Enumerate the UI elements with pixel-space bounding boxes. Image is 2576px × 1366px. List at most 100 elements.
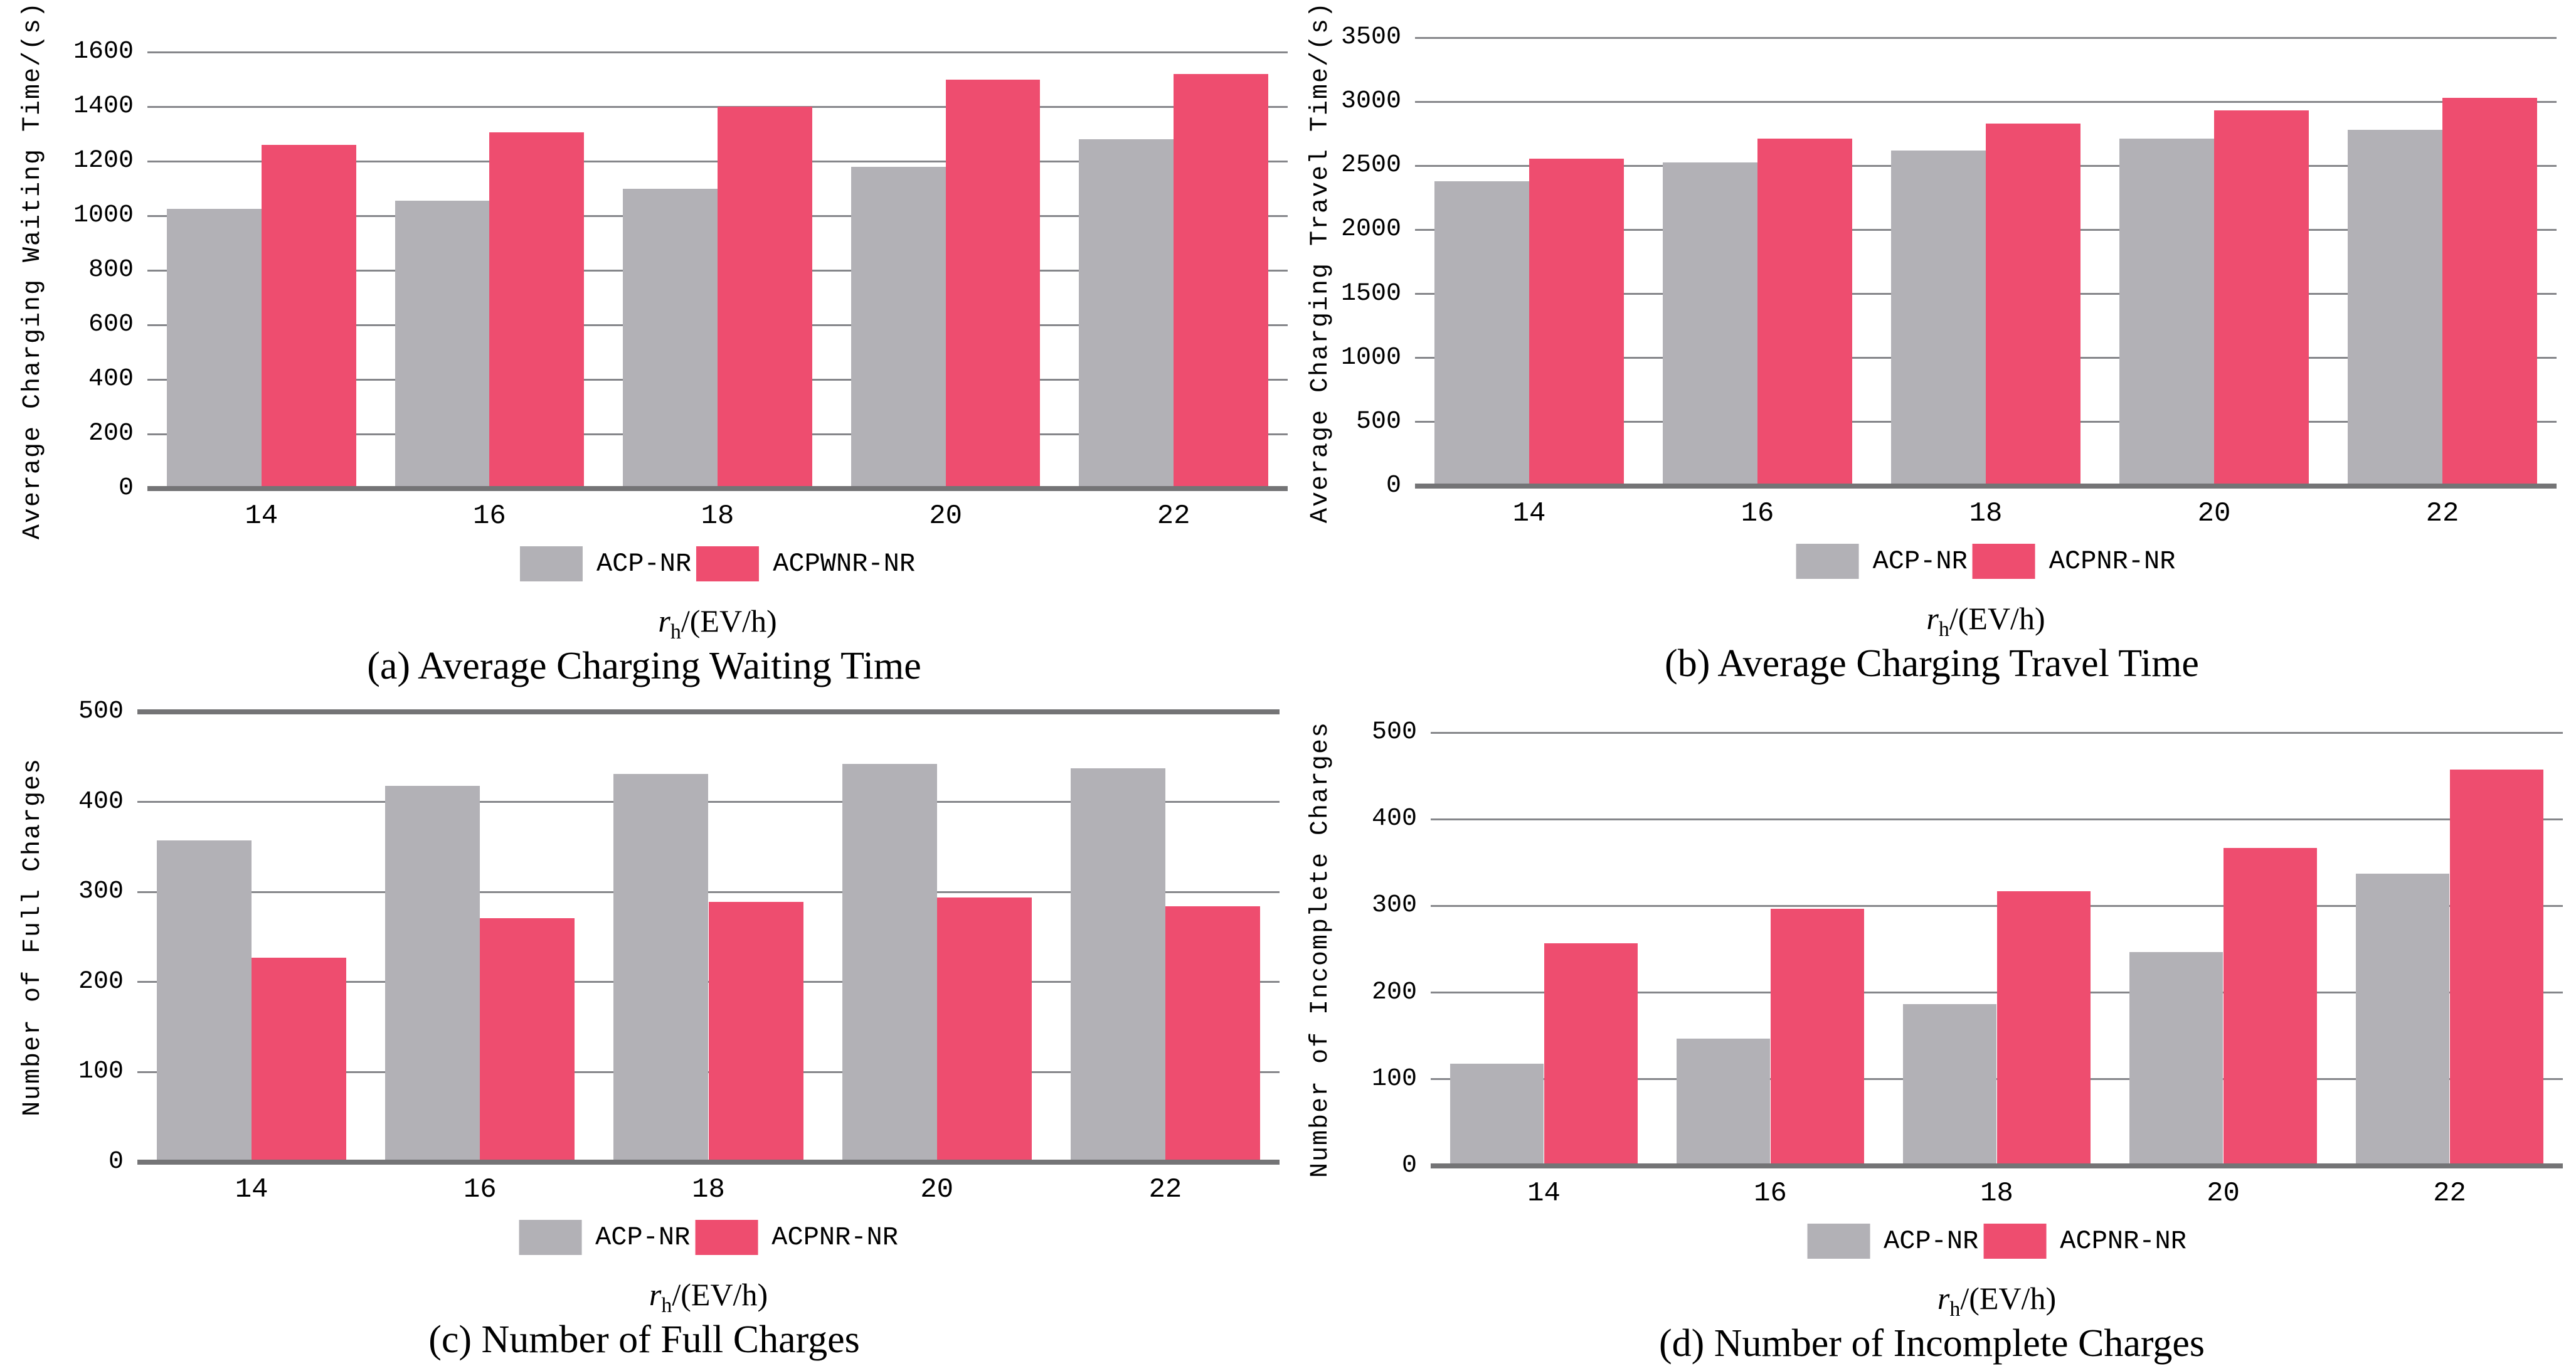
series2-color-swatch-icon xyxy=(1972,544,2035,579)
bar-acp-nr-x16 xyxy=(395,201,490,489)
y-tick-label: 1000 xyxy=(1340,343,1401,372)
legend: ACP-NR ACPWNR-NR xyxy=(519,546,915,581)
x-axis-line xyxy=(147,486,1288,491)
bar-acp-nr-x16 xyxy=(385,785,480,1162)
x-axis-label: rh/(EV/h) xyxy=(658,603,777,643)
y-tick-label: 1000 xyxy=(73,201,134,230)
x-tick-label: 18 xyxy=(1969,498,2003,529)
x-tick-label: 16 xyxy=(463,1174,497,1205)
y-tick-label: 1600 xyxy=(73,38,134,66)
y-tick-label: 100 xyxy=(1371,1064,1417,1093)
x-tick-label: 14 xyxy=(1512,498,1546,529)
bar-acpnr-nr-x18 xyxy=(708,901,803,1162)
bar-acpnr-nr-x16 xyxy=(1770,908,1865,1166)
y-tick-label: 2500 xyxy=(1340,151,1401,180)
bar-acpnr-nr-x22 xyxy=(2442,98,2538,486)
x-tick-label: 14 xyxy=(235,1174,268,1205)
bar-acp-nr-x22 xyxy=(1070,768,1165,1162)
y-tick-label: 500 xyxy=(1355,407,1401,436)
gridline xyxy=(1415,36,2557,39)
legend-label-series1: ACP-NR xyxy=(1884,1226,1979,1256)
legend-item-series1: ACP-NR xyxy=(519,546,692,581)
y-tick-label: 200 xyxy=(78,967,124,996)
bar-acp-nr-x14 xyxy=(156,840,252,1162)
y-tick-label: 400 xyxy=(88,365,134,393)
y-tick-label: 3000 xyxy=(1340,87,1401,116)
legend-label-series1: ACP-NR xyxy=(596,549,692,579)
chart-caption: (a) Average Charging Waiting Time xyxy=(367,645,921,687)
bar-acpnr-nr-x20 xyxy=(2223,847,2318,1166)
x-tick-label: 14 xyxy=(1527,1178,1561,1209)
y-tick-label: 300 xyxy=(78,877,124,906)
x-tick-label: 18 xyxy=(1980,1178,2013,1209)
legend-item-series1: ACP-NR xyxy=(1796,544,1968,579)
bar-acp-nr-x14 xyxy=(1434,181,1529,486)
gridline xyxy=(1431,818,2563,820)
legend-label-series1: ACP-NR xyxy=(1872,546,1968,576)
x-tick-label: 22 xyxy=(2425,498,2459,529)
gridline xyxy=(137,709,1280,714)
x-tick-label: 16 xyxy=(1754,1178,1787,1209)
bar-acp-nr-x20 xyxy=(2129,951,2224,1166)
bar-acp-nr-x22 xyxy=(2355,874,2450,1166)
gridline xyxy=(137,801,1280,803)
chart-panel-d: Number of Incomplete Charges ACP-NR ACPN… xyxy=(1288,676,2575,1365)
legend: ACP-NR ACPNR-NR xyxy=(1796,544,2175,579)
chart-panel-b: Average Charging Travel Time/(s) ACP-NR … xyxy=(1288,0,2575,685)
y-tick-label: 300 xyxy=(1371,891,1417,920)
bar-acpnr-nr-x22 xyxy=(1165,906,1261,1162)
chart-panel-a: Average Charging Waiting Time/(s) ACP-NR… xyxy=(0,0,1288,687)
bar-acpnr-nr-x14 xyxy=(252,958,347,1162)
legend-item-series2: ACPNR-NR xyxy=(1983,1224,2186,1259)
y-tick-label: 200 xyxy=(1371,978,1417,1007)
bar-acpwnr-nr-x14 xyxy=(261,144,356,489)
y-tick-label: 0 xyxy=(108,1148,124,1176)
x-tick-label: 14 xyxy=(245,500,278,532)
y-tick-label: 1200 xyxy=(73,147,134,175)
bar-acpnr-nr-x20 xyxy=(2214,110,2309,486)
legend-item-series1: ACP-NR xyxy=(1807,1224,1978,1259)
bar-acp-nr-x20 xyxy=(851,166,946,489)
bar-acp-nr-x18 xyxy=(613,774,709,1162)
bar-acpnr-nr-x16 xyxy=(480,918,575,1162)
series1-color-swatch-icon xyxy=(519,546,583,581)
chart-caption: (d) Number of Incomplete Charges xyxy=(1658,1322,2205,1365)
y-axis-label: Average Charging Travel Time/(s) xyxy=(1307,1,1335,523)
y-tick-label: 600 xyxy=(88,310,134,339)
series1-color-swatch-icon xyxy=(1796,544,1859,579)
bar-acp-nr-x16 xyxy=(1676,1038,1771,1166)
bar-acpnr-nr-x18 xyxy=(1996,891,2091,1166)
x-axis-label: rh/(EV/h) xyxy=(649,1277,768,1317)
bar-acp-nr-x18 xyxy=(1902,1003,1997,1166)
x-axis-label: rh/(EV/h) xyxy=(1926,601,2045,641)
y-tick-label: 0 xyxy=(1386,472,1401,500)
x-tick-label: 20 xyxy=(2197,498,2231,529)
legend: ACP-NR ACPNR-NR xyxy=(1807,1224,2186,1259)
x-axis-line xyxy=(1415,484,2557,489)
bar-acpnr-nr-x14 xyxy=(1529,159,1625,486)
x-tick-label: 22 xyxy=(1157,500,1190,532)
y-axis-label: Number of Incomplete Charges xyxy=(1307,721,1335,1178)
bar-acpnr-nr-x22 xyxy=(2449,770,2544,1166)
y-tick-label: 1400 xyxy=(73,92,134,120)
gridline xyxy=(147,51,1288,53)
bar-acp-nr-x14 xyxy=(1450,1063,1544,1166)
chart-panel-c: Number of Full Charges ACP-NR ACPNR-NR r… xyxy=(0,676,1288,1361)
y-tick-label: 200 xyxy=(88,420,134,448)
bar-acpwnr-nr-x22 xyxy=(1174,73,1269,489)
y-tick-label: 400 xyxy=(78,787,124,816)
bar-acpnr-nr-x18 xyxy=(1986,123,2081,486)
y-tick-label: 1500 xyxy=(1340,279,1401,308)
legend-item-series2: ACPWNR-NR xyxy=(696,546,915,581)
x-tick-label: 20 xyxy=(929,500,962,532)
y-tick-label: 500 xyxy=(78,697,124,726)
x-tick-label: 20 xyxy=(2207,1178,2240,1209)
y-tick-label: 100 xyxy=(78,1057,124,1086)
bar-acp-nr-x20 xyxy=(2119,139,2214,486)
x-axis-line xyxy=(1431,1163,2563,1168)
series2-color-swatch-icon xyxy=(696,546,760,581)
series2-color-swatch-icon xyxy=(1983,1224,2047,1259)
x-axis-line xyxy=(137,1160,1280,1165)
x-tick-label: 16 xyxy=(1741,498,1774,529)
